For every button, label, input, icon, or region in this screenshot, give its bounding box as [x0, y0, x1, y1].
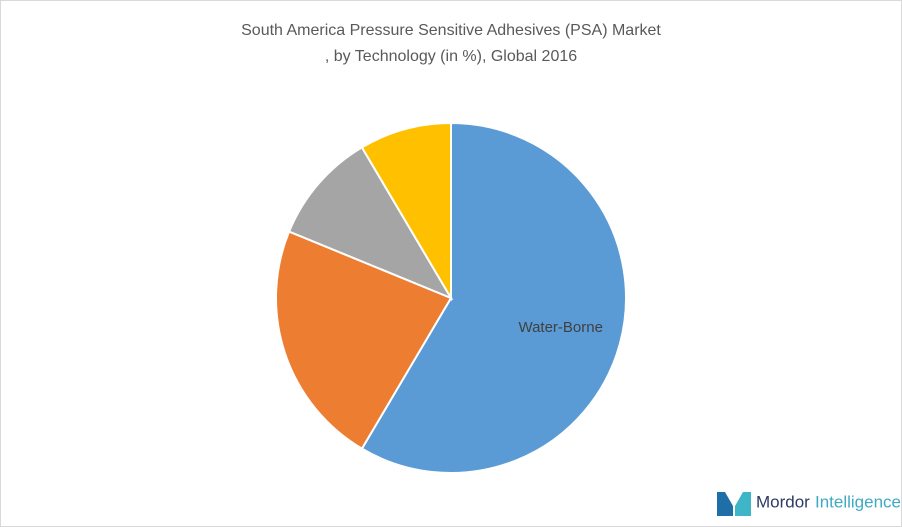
logo-text: Intelligence [815, 492, 901, 511]
chart-title: South America Pressure Sensitive Adhesiv… [241, 22, 661, 39]
chart-title: , by Technology (in %), Global 2016 [325, 48, 577, 65]
slice-label: Water-Borne [518, 319, 602, 336]
pie-slice [360, 121, 452, 302]
pie-slice [275, 230, 453, 451]
pie-slice [287, 145, 454, 301]
logo-icon [717, 492, 751, 516]
logo-text: Mordor [756, 492, 810, 511]
pie-slice [360, 121, 627, 474]
